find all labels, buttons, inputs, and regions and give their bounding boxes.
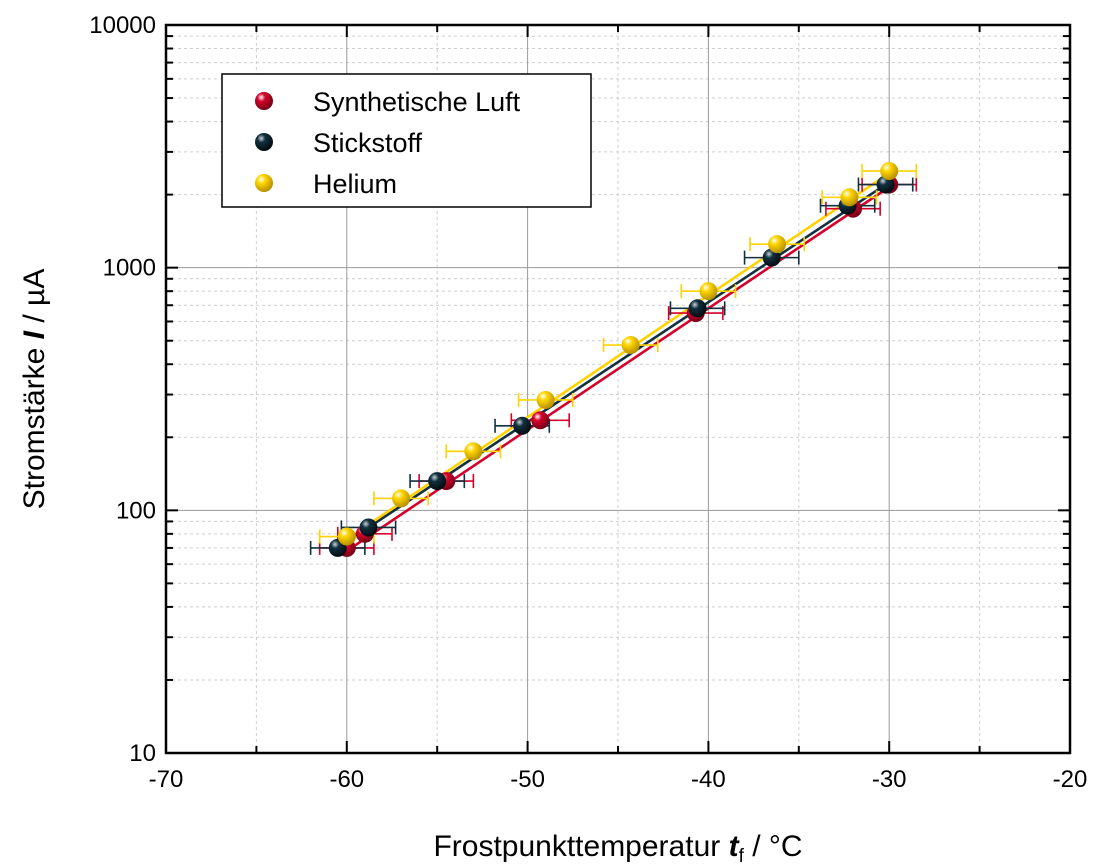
data-point [621, 336, 640, 355]
data-point [688, 299, 707, 318]
data-point [880, 162, 899, 181]
legend-box [221, 73, 592, 208]
data-point [840, 188, 859, 207]
tick-labels: -70 -60 -50 -40 -30 -20 10 100 1000 10000 [89, 12, 1087, 793]
legend-marker [255, 174, 273, 192]
y-tick-label: 1000 [103, 255, 156, 282]
fit-line-0 [346, 185, 890, 553]
fit-line-2 [346, 172, 890, 541]
axis-ticks [165, 24, 1071, 754]
legend-label: Helium [313, 169, 397, 199]
x-tick-label: -30 [872, 766, 907, 793]
x-tick-label: -60 [329, 766, 364, 793]
legend: Synthetische Luft Stickstoff Helium [221, 73, 592, 208]
data-point [768, 235, 787, 254]
data-point [513, 416, 532, 435]
data-point [876, 175, 895, 194]
fit-line-1 [337, 181, 890, 550]
major-gridlines [166, 25, 1070, 753]
x-tick-label: -50 [510, 766, 545, 793]
data-point [536, 390, 555, 409]
y-axis-title: Stromstärke I / µA [18, 269, 51, 510]
data-point [762, 248, 781, 267]
x-tick-label: -40 [691, 766, 726, 793]
x-tick-label: -20 [1053, 766, 1088, 793]
y-tick-label: 10 [129, 740, 156, 767]
x-tick-label: -70 [149, 766, 184, 793]
data-point [359, 518, 378, 537]
data-point [337, 527, 356, 546]
y-tick-label: 10000 [89, 12, 156, 39]
y-tick-label: 100 [116, 497, 156, 524]
minor-gridlines [166, 25, 1070, 753]
fit-lines [337, 172, 890, 553]
data-point [699, 282, 718, 301]
data-point [428, 472, 447, 491]
legend-marker [255, 133, 273, 151]
legend-label: Stickstoff [313, 128, 423, 158]
legend-label: Synthetische Luft [313, 87, 521, 117]
data-points [328, 162, 899, 557]
data-point [531, 411, 550, 430]
data-point [464, 442, 483, 461]
x-axis-title: Frostpunkttemperatur tf / °C [433, 830, 802, 866]
legend-marker [255, 92, 273, 110]
data-point [392, 489, 411, 508]
